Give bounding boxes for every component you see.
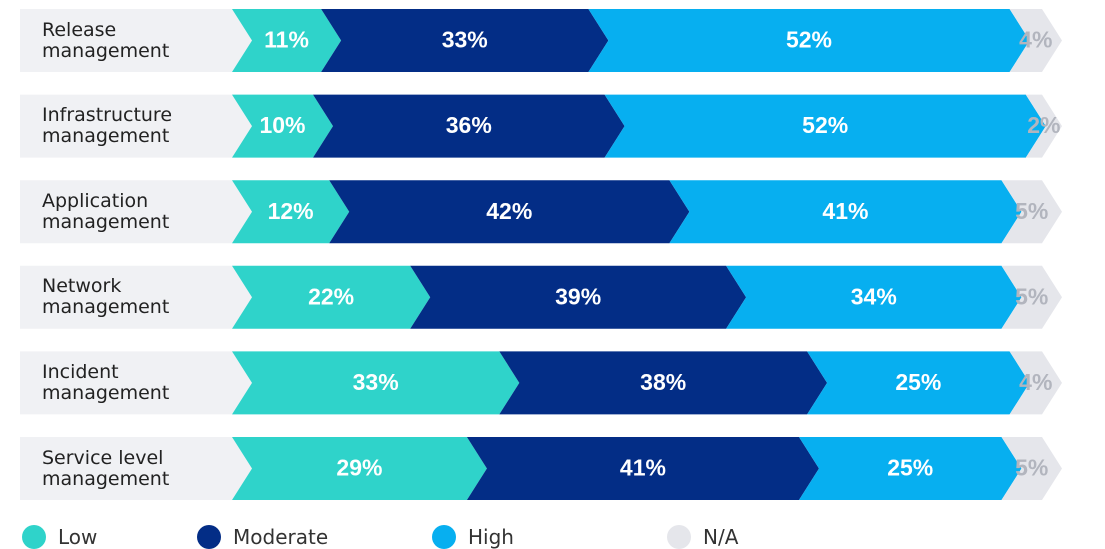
category-background [20, 180, 252, 244]
bar-segment [232, 9, 342, 72]
bar-segment [499, 351, 828, 415]
bar-segment [1009, 9, 1062, 72]
value-label: 4% [1019, 27, 1052, 53]
bar-segment [232, 265, 431, 329]
category-background [20, 94, 252, 158]
value-label: 52% [786, 27, 832, 53]
value-label: 12% [268, 198, 314, 224]
bar-segment [799, 437, 1022, 500]
value-label: 33% [353, 369, 399, 395]
bar-segment [329, 180, 690, 244]
value-label: 39% [555, 283, 601, 309]
category-label: Network management [42, 275, 170, 319]
value-label: 4% [1019, 369, 1052, 395]
bar-segment [466, 437, 819, 500]
bar-segment [588, 9, 1030, 72]
value-label: 10% [259, 112, 305, 138]
bar-segment [807, 351, 1030, 415]
value-label: 33% [442, 27, 488, 53]
bar-segment [232, 437, 487, 500]
bar-segment [232, 94, 333, 158]
value-label: 11% [264, 27, 309, 53]
bar-segment [669, 180, 1022, 244]
value-label: 29% [336, 455, 382, 481]
legend-swatch [667, 525, 691, 549]
legend-label: Low [58, 525, 98, 549]
legend-swatch [22, 525, 46, 549]
category-label: Infrastructure management [42, 104, 173, 148]
value-label: 38% [640, 369, 686, 395]
legend-label: High [468, 525, 514, 549]
bar-segment [410, 265, 747, 329]
bar-segment [1001, 437, 1062, 500]
bar-segment [232, 180, 350, 244]
value-label: 5% [1015, 455, 1048, 481]
category-label: Incident management [42, 360, 170, 404]
legend-label: Moderate [233, 525, 329, 549]
legend-swatch [432, 525, 456, 549]
category-background [20, 351, 252, 415]
bar-segment [321, 9, 609, 72]
value-label: 42% [486, 198, 532, 224]
category-background [20, 265, 252, 329]
bar-segment [1009, 351, 1062, 415]
value-label: 2% [1027, 112, 1060, 138]
category-label: Release management [42, 18, 170, 62]
value-label: 5% [1015, 198, 1048, 224]
legend-swatch [197, 525, 221, 549]
bar-segment [604, 94, 1046, 158]
category-label: Service level management [42, 446, 170, 490]
legend-label: N/A [703, 525, 739, 549]
value-label: 52% [802, 112, 848, 138]
value-label: 25% [887, 455, 933, 481]
category-label: Application management [42, 189, 170, 233]
bar-segment [232, 351, 520, 415]
value-label: 34% [851, 283, 897, 309]
value-label: 25% [895, 369, 941, 395]
value-label: 36% [446, 112, 492, 138]
value-label: 5% [1015, 283, 1048, 309]
bar-segment [1001, 180, 1062, 244]
bar-segment [313, 94, 625, 158]
bar-segment [1001, 265, 1062, 329]
bar-segment [726, 265, 1022, 329]
category-background [20, 9, 252, 72]
value-label: 41% [620, 455, 666, 481]
value-label: 22% [308, 283, 354, 309]
bar-segment [1025, 94, 1062, 158]
value-label: 41% [822, 198, 868, 224]
category-background [20, 437, 252, 500]
